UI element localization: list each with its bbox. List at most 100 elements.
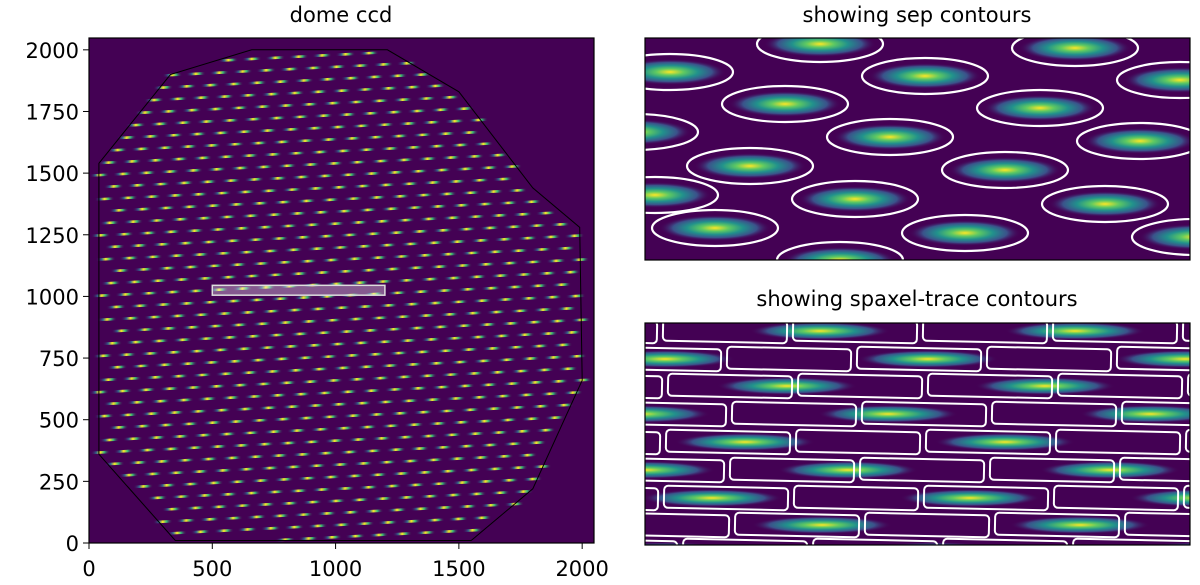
- trace-segment: [439, 529, 459, 534]
- trace-segment: [332, 366, 353, 370]
- trace-segment: [256, 68, 276, 73]
- spaxel-plot-frame: [644, 322, 1191, 546]
- trace-segment: [229, 383, 250, 387]
- trace-segment: [206, 167, 227, 172]
- trace-segment: [151, 242, 172, 247]
- trace-segment: [443, 276, 464, 280]
- trace-segment: [325, 499, 346, 503]
- trace-segment: [248, 141, 269, 145]
- trace-segment: [391, 254, 412, 259]
- spot-blob: [694, 153, 806, 179]
- trace-segment: [284, 308, 305, 312]
- trace-segment: [341, 136, 362, 141]
- trace-segment: [119, 473, 139, 477]
- trace-segment: [297, 476, 318, 481]
- ccd-outline: [98, 49, 583, 541]
- trace-segment: [133, 267, 154, 272]
- trace-segment: [263, 429, 284, 434]
- trace-segment: [311, 270, 332, 275]
- trace-segment: [217, 492, 238, 497]
- trace-segment: [425, 301, 445, 305]
- trace-segment: [156, 266, 177, 271]
- trace-segment: [337, 390, 358, 394]
- trace-segment: [93, 354, 113, 358]
- trace-segment: [171, 494, 191, 499]
- trace-segment: [282, 187, 302, 192]
- trace-segment: [513, 272, 534, 277]
- trace-segment: [220, 395, 241, 400]
- trace-segment: [326, 65, 347, 69]
- trace-segment: [310, 210, 331, 215]
- trace-segment: [353, 244, 374, 249]
- trace-segment: [246, 515, 267, 519]
- trace-segment: [236, 467, 257, 472]
- trace-segment: [461, 468, 482, 472]
- trace-segment: [225, 419, 246, 424]
- trace-segment: [254, 442, 275, 447]
- trace-segment: [163, 133, 184, 138]
- trace-segment: [506, 405, 527, 410]
- trace-segment: [517, 453, 538, 457]
- trace-blob: [1080, 405, 1190, 423]
- trace-blob: [645, 405, 710, 423]
- trace-segment: [358, 485, 379, 490]
- trace-blob: [900, 489, 1040, 507]
- trace-segment: [155, 206, 176, 210]
- trace-segment: [237, 527, 258, 532]
- trace-segment: [182, 385, 203, 390]
- trace-segment: [423, 458, 444, 462]
- trace-segment: [103, 184, 124, 189]
- trace-segment: [478, 383, 499, 387]
- trace-segment: [228, 106, 249, 110]
- trace-segment: [153, 85, 174, 90]
- trace-segment: [315, 234, 336, 238]
- trace-segment: [120, 316, 141, 321]
- trace-segment: [331, 305, 352, 310]
- trace-segment: [557, 366, 578, 371]
- trace-segment: [404, 205, 425, 210]
- trace-segment: [140, 134, 161, 139]
- trace-segment: [471, 515, 492, 520]
- trace-segment: [287, 211, 308, 216]
- trace-segment: [536, 271, 557, 276]
- trace-segment: [414, 470, 435, 475]
- trace-segment: [371, 436, 392, 441]
- trace-segment: [250, 261, 271, 266]
- trace-segment: [301, 223, 322, 227]
- trace-segment: [447, 239, 468, 244]
- trace-segment: [308, 90, 329, 94]
- trace-segment: [518, 296, 539, 301]
- trace-segment: [450, 420, 471, 425]
- spot-blob: [764, 38, 876, 57]
- trace-segment: [398, 399, 419, 403]
- trace-segment: [291, 175, 311, 179]
- trace-segment: [440, 155, 461, 160]
- spaxel-contour: [645, 372, 664, 400]
- spaxel-contour: [863, 511, 991, 539]
- trace-segment: [212, 468, 233, 473]
- trace-segment: [503, 225, 524, 229]
- trace-blob: [1040, 461, 1180, 479]
- trace-segment: [389, 411, 410, 416]
- trace-segment: [546, 259, 566, 263]
- trace-segment: [168, 157, 189, 161]
- trace-segment: [400, 242, 421, 246]
- sep-contour: [1115, 60, 1190, 100]
- trace-segment: [369, 316, 389, 320]
- trace-segment: [349, 497, 370, 502]
- trace-segment: [295, 138, 315, 143]
- trace-blob: [975, 377, 1115, 395]
- trace-segment: [122, 436, 143, 441]
- trace-segment: [556, 306, 577, 311]
- spaxel-trace-layer: [645, 323, 1190, 545]
- trace-segment: [477, 322, 497, 327]
- trace-segment: [418, 434, 439, 438]
- trace-segment: [115, 292, 136, 297]
- trace-segment: [278, 224, 298, 228]
- trace-segment: [352, 401, 372, 405]
- trace-segment: [465, 431, 486, 436]
- trace-segment: [376, 243, 397, 247]
- trace-segment: [375, 400, 396, 404]
- trace-segment: [158, 326, 179, 331]
- trace-segment: [372, 279, 393, 284]
